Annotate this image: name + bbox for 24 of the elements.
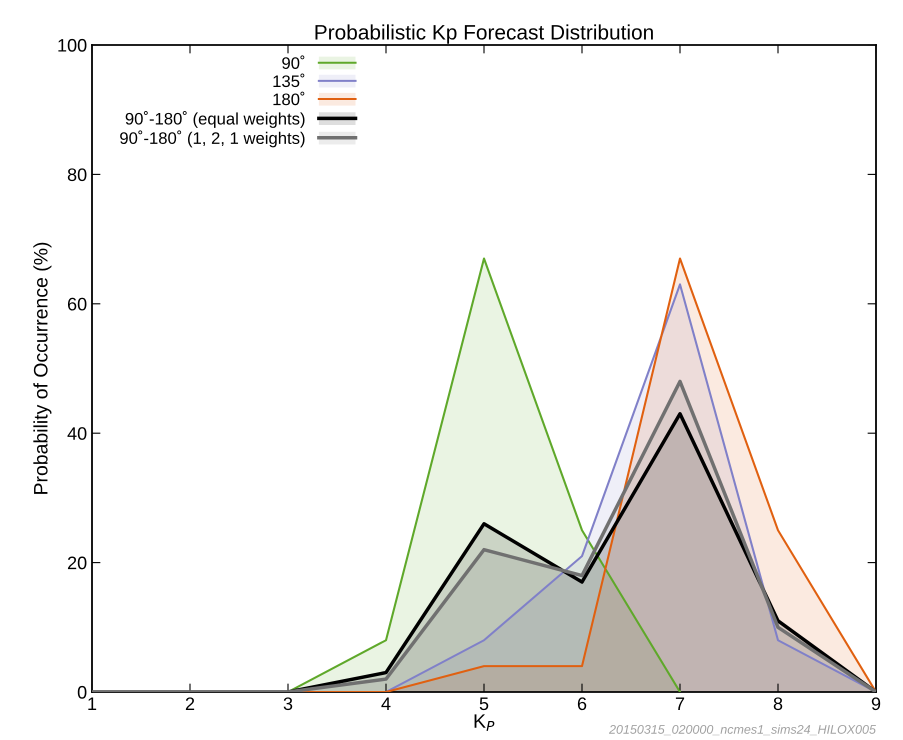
- legend-label: 90˚: [282, 55, 304, 69]
- y-tick-label: 100: [58, 38, 86, 52]
- legend-label: 90˚-180˚ (equal weights): [126, 111, 305, 128]
- x-tick-label: 6: [578, 697, 586, 710]
- x-tick-label: 1: [88, 698, 96, 710]
- chart-title: Probabilistic Kp Forecast Distribution: [316, 24, 653, 44]
- legend-label: 135˚: [273, 74, 304, 88]
- x-tick-label: 7: [676, 698, 684, 710]
- legend-label: 90˚-180˚ (1, 2, 1 weights): [120, 130, 305, 148]
- y-axis-title: Probability of Occurrence (%): [33, 242, 52, 494]
- x-tick-label: 2: [186, 697, 194, 710]
- y-tick-label: 20: [68, 556, 86, 570]
- x-tick-label: 8: [774, 697, 782, 710]
- x-axis-title: K$_{P}$: [474, 714, 494, 731]
- legend-label: 180˚: [273, 92, 304, 106]
- y-tick-label: 40: [67, 427, 86, 440]
- y-tick-label: 60: [68, 298, 86, 311]
- x-tick-label: 9: [872, 697, 880, 710]
- text: 20150315_020000_ncmes1_sims24_HILOX005: [608, 724, 876, 736]
- y-tick-label: 80: [68, 168, 86, 182]
- x-tick-label: 4: [381, 698, 390, 710]
- x-tick-label: 3: [284, 697, 292, 710]
- x-tick-label: 5: [480, 698, 488, 710]
- y-tick-label: 0: [78, 686, 86, 699]
